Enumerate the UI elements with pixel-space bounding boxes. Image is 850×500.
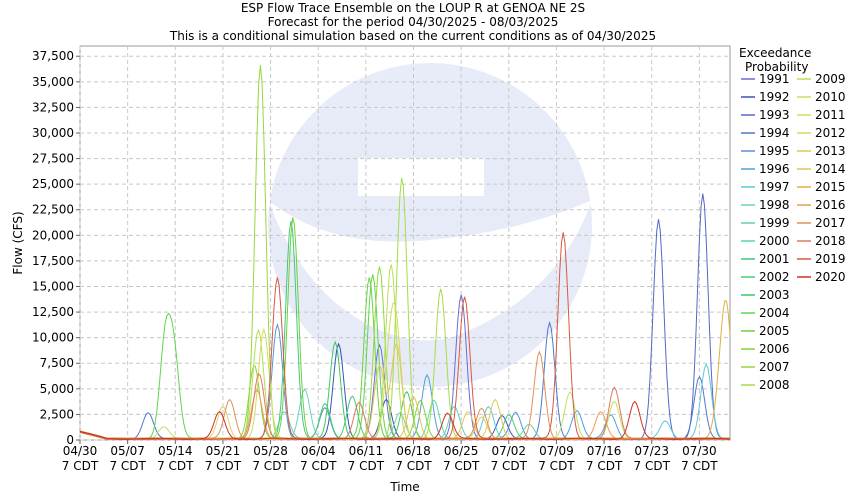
x-tick-label-time: 7 CDT — [348, 459, 385, 473]
legend-label-1991: 1991 — [759, 72, 790, 86]
x-tick-label-date: 07/16 — [587, 444, 622, 458]
x-tick-label-date: 06/04 — [301, 444, 336, 458]
chart-title: ESP Flow Trace Ensemble on the LOUP R at… — [241, 1, 585, 15]
legend-label-2011: 2011 — [815, 108, 846, 122]
x-tick-label-date: 06/18 — [396, 444, 431, 458]
legend-label-1997: 1997 — [759, 180, 790, 194]
x-tick-label-date: 05/07 — [110, 444, 145, 458]
x-tick-label-date: 05/14 — [158, 444, 193, 458]
series-lines — [79, 65, 731, 440]
noaa-watermark-disc — [268, 63, 592, 387]
x-tick-label-time: 7 CDT — [395, 459, 432, 473]
chart-subtitle-line-1: Forecast for the period 04/30/2025 - 08/… — [268, 15, 559, 29]
legend-title-line-1: Exceedance — [739, 46, 811, 60]
legend-label-2017: 2017 — [815, 216, 846, 230]
legend-label-1992: 1992 — [759, 90, 790, 104]
y-tick-label: 2,500 — [40, 407, 74, 421]
y-tick-label: 17,500 — [32, 254, 74, 268]
noaa-watermark — [268, 63, 592, 387]
legend-label-2005: 2005 — [759, 324, 790, 338]
legend-label-2018: 2018 — [815, 234, 846, 248]
y-tick-label: 22,500 — [32, 203, 74, 217]
x-tick-label-time: 7 CDT — [62, 459, 99, 473]
x-tick-label-time: 7 CDT — [157, 459, 194, 473]
legend-label-2014: 2014 — [815, 162, 846, 176]
series-line-2020 — [79, 400, 731, 440]
y-tick-label: 0 — [66, 433, 74, 447]
legend-label-2015: 2015 — [815, 180, 846, 194]
legend-label-2008: 2008 — [759, 378, 790, 392]
legend-label-2010: 2010 — [815, 90, 846, 104]
y-tick-label: 5,000 — [40, 382, 74, 396]
x-tick-label-date: 06/25 — [444, 444, 479, 458]
x-tick-label-date: 07/30 — [682, 444, 717, 458]
x-tick-label-time: 7 CDT — [491, 459, 528, 473]
y-tick-label: 12,500 — [32, 305, 74, 319]
x-tick-label-date: 04/30 — [63, 444, 98, 458]
y-tick-label: 20,000 — [32, 228, 74, 242]
x-tick-label-time: 7 CDT — [252, 459, 289, 473]
x-tick-label-time: 7 CDT — [300, 459, 337, 473]
x-tick-label-time: 7 CDT — [634, 459, 671, 473]
legend-label-1999: 1999 — [759, 216, 790, 230]
legend-label-2013: 2013 — [815, 144, 846, 158]
y-tick-label: 30,000 — [32, 126, 74, 140]
legend-label-2002: 2002 — [759, 270, 790, 284]
x-tick-label-date: 07/02 — [491, 444, 526, 458]
legend-label-2019: 2019 — [815, 252, 846, 266]
x-tick-label-date: 07/09 — [539, 444, 574, 458]
x-tick-label-time: 7 CDT — [681, 459, 718, 473]
x-tick-label-time: 7 CDT — [443, 459, 480, 473]
x-tick-label-date: 05/28 — [253, 444, 288, 458]
y-tick-label: 10,000 — [32, 331, 74, 345]
y-tick-label: 32,500 — [32, 100, 74, 114]
legend-label-2009: 2009 — [815, 72, 846, 86]
legend-label-2006: 2006 — [759, 342, 790, 356]
legend-label-2003: 2003 — [759, 288, 790, 302]
legend-items: 1991 1992 1993 1994 1995 1996 1997 1998 1999 2000… — [741, 72, 846, 392]
legend-label-2001: 2001 — [759, 252, 790, 266]
x-tick-label-time: 7 CDT — [538, 459, 575, 473]
y-tick-label: 25,000 — [32, 177, 74, 191]
y-tick-label: 35,000 — [32, 75, 74, 89]
legend-label-1994: 1994 — [759, 126, 790, 140]
y-tick-label: 37,500 — [32, 49, 74, 63]
legend-title-line-2: Probability — [745, 60, 808, 74]
y-tick-label: 7,500 — [40, 356, 74, 370]
legend-label-2012: 2012 — [815, 126, 846, 140]
y-axis-ticks: 0 2,500 5,000 7,500 10,000 12,500 15,000 17,500… — [32, 49, 80, 447]
legend-label-1996: 1996 — [759, 162, 790, 176]
x-tick-label-time: 7 CDT — [205, 459, 242, 473]
series-line-2019 — [79, 232, 730, 440]
y-axis-label: Flow (CFS) — [11, 211, 25, 274]
plot-area — [79, 45, 731, 441]
legend-label-1998: 1998 — [759, 198, 790, 212]
x-tick-label-date: 07/23 — [634, 444, 669, 458]
legend-label-1995: 1995 — [759, 144, 790, 158]
y-tick-label: 15,000 — [32, 279, 74, 293]
legend: Exceedance Probability 19911992199319941… — [739, 46, 846, 392]
legend-label-2004: 2004 — [759, 306, 790, 320]
legend-label-2000: 2000 — [759, 234, 790, 248]
legend-label-1993: 1993 — [759, 108, 790, 122]
y-tick-label: 27,500 — [32, 152, 74, 166]
noaa-watermark-letters — [358, 158, 484, 196]
x-tick-label-time: 7 CDT — [109, 459, 146, 473]
legend-label-2007: 2007 — [759, 360, 790, 374]
x-tick-label-time: 7 CDT — [586, 459, 623, 473]
x-axis-label: Time — [389, 480, 419, 494]
legend-label-2020: 2020 — [815, 270, 846, 284]
legend-label-2016: 2016 — [815, 198, 846, 212]
x-tick-label-date: 05/21 — [206, 444, 241, 458]
chart-subtitle-line-2: This is a conditional simulation based o… — [169, 29, 656, 43]
x-tick-label-date: 06/11 — [349, 444, 384, 458]
